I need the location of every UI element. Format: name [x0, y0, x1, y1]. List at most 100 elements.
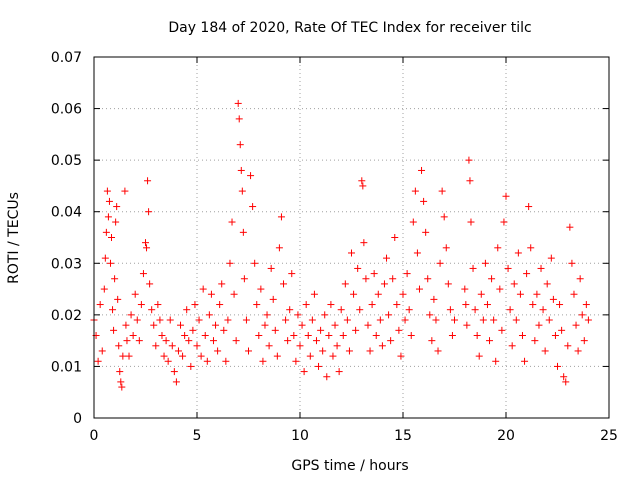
- data-point: [119, 352, 127, 360]
- data-point: [466, 177, 474, 185]
- data-point: [564, 342, 572, 350]
- data-point: [100, 285, 108, 293]
- data-point: [424, 275, 432, 283]
- data-point: [160, 352, 168, 360]
- data-point: [275, 244, 283, 252]
- y-tick-label: 0.04: [51, 205, 82, 221]
- data-point: [232, 337, 240, 345]
- data-point: [514, 249, 522, 257]
- data-point: [395, 326, 403, 334]
- data-point: [378, 342, 386, 350]
- data-point: [101, 254, 109, 262]
- data-point: [284, 337, 292, 345]
- data-point: [391, 234, 399, 241]
- data-point: [426, 311, 434, 319]
- data-point: [432, 316, 440, 324]
- data-point: [337, 306, 345, 314]
- data-point: [137, 301, 145, 309]
- data-point: [234, 99, 242, 107]
- data-point: [368, 301, 376, 309]
- data-point: [113, 203, 121, 211]
- data-point: [407, 331, 415, 339]
- data-point: [387, 337, 395, 345]
- data-point: [257, 285, 265, 293]
- data-point: [469, 264, 477, 272]
- data-point: [496, 285, 504, 293]
- data-point: [218, 280, 226, 288]
- data-point: [467, 218, 475, 226]
- data-point: [341, 280, 349, 288]
- data-point: [226, 259, 234, 267]
- data-point: [356, 306, 364, 314]
- data-point: [529, 301, 537, 309]
- data-point: [481, 259, 489, 267]
- data-point: [179, 352, 187, 360]
- data-point: [490, 316, 498, 324]
- x-tick-label: 25: [600, 428, 618, 444]
- data-point: [222, 357, 230, 365]
- data-point: [462, 301, 470, 309]
- data-point: [263, 311, 271, 319]
- y-tick-label: 0.05: [51, 153, 82, 169]
- data-point: [399, 290, 407, 298]
- data-point: [189, 326, 197, 334]
- data-point: [191, 301, 199, 309]
- data-point: [121, 187, 129, 195]
- data-point: [438, 187, 446, 195]
- data-point: [197, 352, 205, 360]
- data-point: [235, 115, 243, 123]
- data-point: [133, 316, 141, 324]
- data-point: [308, 316, 316, 324]
- data-point: [492, 357, 500, 365]
- data-point: [574, 347, 582, 355]
- data-point: [109, 306, 117, 314]
- data-point: [110, 326, 118, 334]
- data-point: [444, 280, 452, 288]
- data-point: [290, 331, 298, 339]
- data-point: [434, 347, 442, 355]
- data-point: [265, 342, 273, 350]
- data-point: [350, 290, 358, 298]
- data-point: [409, 218, 417, 226]
- data-point: [286, 306, 294, 314]
- data-point: [212, 321, 220, 329]
- data-point: [280, 280, 288, 288]
- data-point: [209, 337, 217, 345]
- y-axis-label: ROTI / TECUs: [6, 192, 22, 284]
- data-point: [537, 264, 545, 272]
- data-point: [461, 285, 469, 293]
- data-point: [570, 290, 578, 298]
- data-point: [181, 331, 189, 339]
- data-point: [471, 306, 479, 314]
- data-point: [504, 264, 512, 272]
- data-point: [304, 331, 312, 339]
- data-point: [584, 316, 592, 324]
- data-point: [473, 331, 481, 339]
- data-point: [562, 378, 570, 386]
- data-point: [135, 337, 143, 345]
- data-point: [422, 228, 430, 236]
- data-point: [359, 182, 367, 190]
- data-point: [533, 290, 541, 298]
- data-point: [150, 321, 158, 329]
- data-point: [415, 285, 423, 293]
- data-point: [541, 347, 549, 355]
- data-point: [102, 228, 110, 236]
- data-point: [576, 275, 584, 283]
- data-point: [339, 331, 347, 339]
- data-point: [123, 337, 131, 345]
- data-point: [300, 368, 308, 376]
- data-point: [321, 311, 329, 319]
- data-point: [205, 311, 213, 319]
- data-point: [172, 378, 180, 386]
- data-point: [582, 301, 590, 309]
- data-point: [317, 326, 325, 334]
- data-point: [288, 270, 296, 278]
- data-point: [578, 311, 586, 319]
- data-point: [502, 192, 510, 200]
- data-point: [177, 321, 185, 329]
- data-point: [383, 254, 391, 262]
- data-point: [298, 321, 306, 329]
- data-point: [428, 337, 436, 345]
- data-point: [343, 316, 351, 324]
